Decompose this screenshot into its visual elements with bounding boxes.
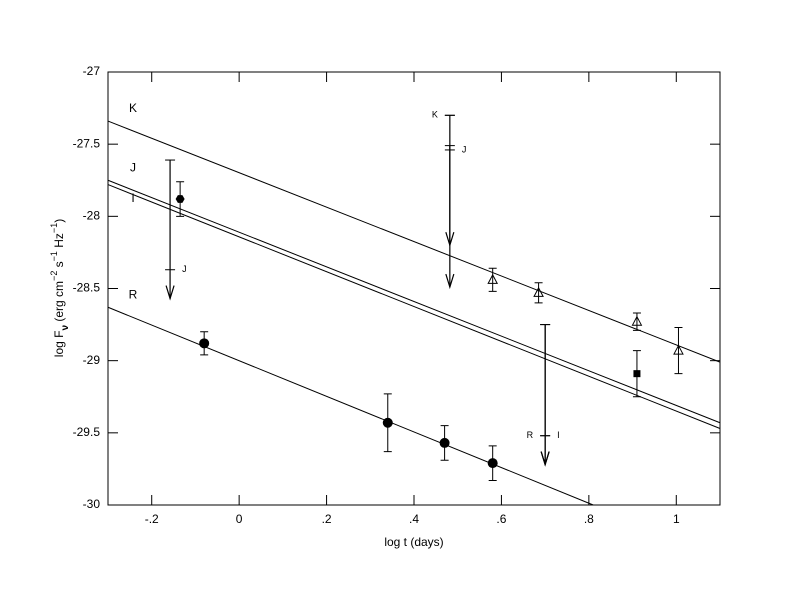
x-tick-label: .6	[496, 512, 506, 526]
y-axis-label-part: log F	[52, 331, 66, 358]
error-bar	[488, 267, 497, 292]
hexagon-point	[175, 195, 185, 203]
x-tick-label: .4	[409, 512, 419, 526]
upper-limit-label: I	[557, 430, 560, 440]
triangle-point	[533, 286, 544, 297]
error-bar	[534, 282, 543, 304]
x-axis-label: log t (days)	[384, 535, 443, 549]
y-tick-label: -27	[83, 64, 101, 78]
x-tick-label: 0	[236, 512, 243, 526]
upper-limit-arrowhead	[165, 285, 175, 301]
circle-point	[487, 458, 498, 469]
y-axis-label-part: −2	[49, 271, 59, 281]
triangle-point	[487, 273, 499, 284]
x-tick-label: 1	[673, 512, 680, 526]
upper-limit-arrowhead	[540, 451, 550, 467]
y-axis-label-part: −1	[49, 223, 59, 233]
fit-line	[107, 120, 721, 363]
circle-point	[382, 417, 393, 428]
y-axis-label-part: Hz	[52, 233, 66, 251]
triangle-point	[631, 315, 643, 326]
upper-limit-label: J	[182, 264, 187, 274]
y-axis-label-part: s	[52, 261, 66, 270]
upper-limit-arrowhead	[445, 273, 455, 290]
y-tick-label: -27.5	[73, 136, 101, 150]
square-point	[633, 370, 641, 378]
y-axis-label: log Fν (erg cm−2 s−1 Hz−1)	[49, 219, 71, 357]
circle-point	[439, 437, 450, 448]
x-tick-label: -.2	[145, 512, 159, 526]
fit-line	[107, 306, 594, 506]
x-tick-label: .8	[584, 512, 594, 526]
y-axis-label-part: −1	[49, 251, 59, 261]
y-tick-label: -28.5	[73, 281, 101, 295]
y-tick-label: -29.5	[73, 425, 101, 439]
y-tick-label: -29	[83, 353, 101, 367]
upper-limit-label: J	[462, 144, 467, 154]
fit-label: K	[129, 101, 137, 115]
upper-limit-label: R	[527, 430, 534, 440]
y-tick-label: -28	[83, 209, 101, 223]
upper-limit-label: K	[432, 110, 438, 120]
fit-label: J	[130, 160, 136, 174]
fit-line	[107, 179, 721, 424]
fit-line	[107, 184, 721, 429]
y-axis-label-part: )	[52, 219, 66, 223]
x-tick-label: .2	[322, 512, 332, 526]
error-bar	[674, 326, 683, 375]
triangle-point	[673, 344, 684, 355]
y-tick-label: -30	[83, 497, 101, 511]
y-axis-label-part: (erg cm	[52, 281, 66, 325]
fit-label: R	[129, 287, 138, 301]
fit-label: I	[131, 191, 134, 205]
circle-point	[199, 338, 210, 349]
y-axis-label-part: ν	[60, 325, 71, 331]
